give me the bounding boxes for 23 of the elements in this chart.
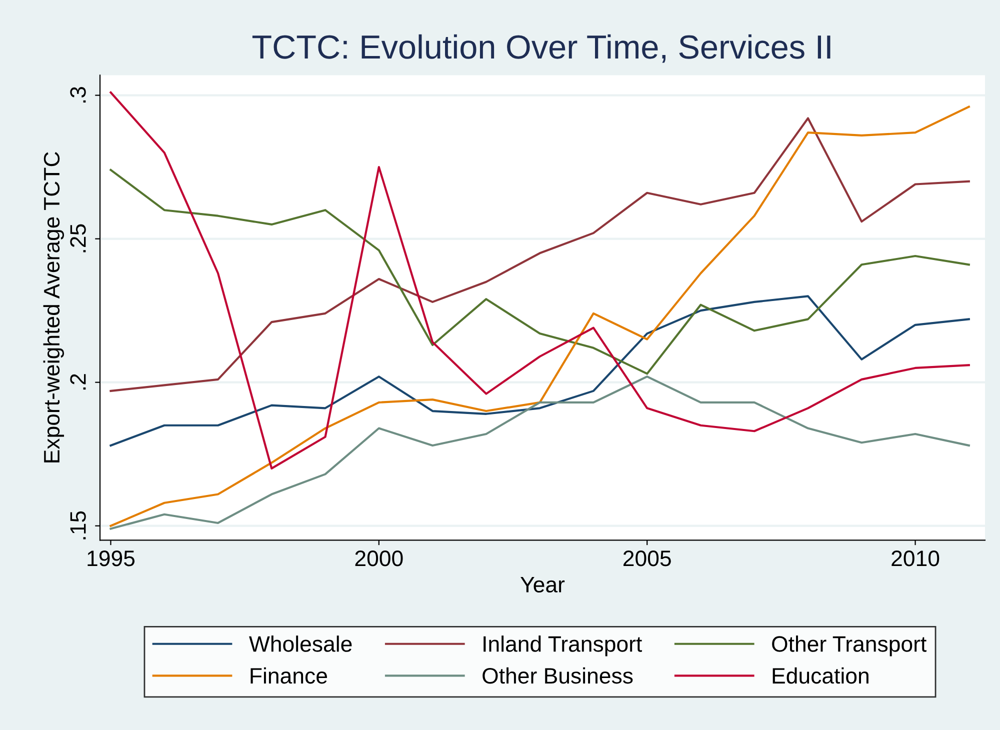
line-series (110, 376, 970, 530)
y-axis-title: Export-weighted Average TCTC (43, 152, 64, 462)
legend-label: Inland Transport (484, 636, 642, 656)
line-series (110, 295, 970, 447)
x-tick-label: 2005 (623, 550, 671, 566)
line-series (110, 106, 970, 527)
legend-label: Finance (250, 667, 327, 684)
legend-label: Other Transport (772, 636, 926, 656)
y-tick-label: .2 (70, 374, 86, 390)
legend-label: Education (772, 667, 868, 684)
legend-label: Wholesale (249, 636, 352, 652)
line-series (110, 168, 970, 375)
x-axis-title: Year (520, 577, 565, 593)
line-series (110, 117, 970, 392)
line-series (110, 91, 970, 470)
x-tick-label: 2010 (892, 550, 940, 566)
chart-title: TCTC: Evolution Over Time, Services II (252, 34, 830, 63)
x-tick-label: 1995 (88, 550, 135, 566)
y-tick-label: .25 (70, 224, 86, 252)
y-tick-label: .3 (70, 86, 86, 103)
legend-label: Other Business (482, 667, 633, 684)
x-tick-label: 2000 (355, 550, 403, 566)
y-tick-label: .15 (70, 511, 86, 540)
